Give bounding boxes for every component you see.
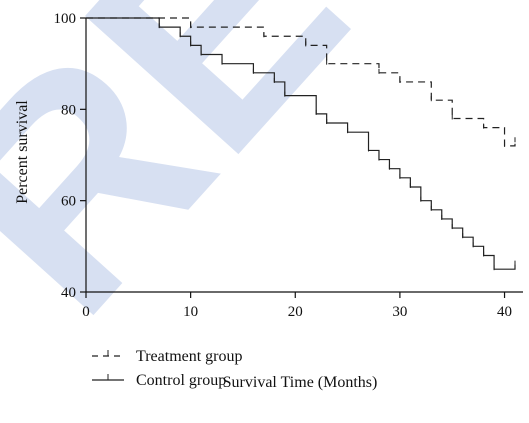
y-tick-label: 60 <box>61 194 76 210</box>
watermark-text: RETRACTED <box>0 0 529 373</box>
axes: 40 60 80 100 0 10 20 30 40 <box>54 11 523 320</box>
x-tick-label: 0 <box>82 304 90 320</box>
x-axis-title: Survival Time (Months) <box>223 374 378 391</box>
y-tick-label: 40 <box>61 285 76 301</box>
x-tick-label: 40 <box>497 304 512 320</box>
legend: Treatment group Control group <box>92 348 243 389</box>
retracted-watermark: RETRACTED <box>0 0 529 373</box>
y-axis-title: Percent survival <box>14 100 31 204</box>
legend-label-1: Control group <box>136 372 226 389</box>
x-tick-label: 10 <box>183 304 198 320</box>
x-tick-label: 30 <box>392 304 407 320</box>
y-tick-label: 80 <box>61 102 76 118</box>
y-tick-label: 100 <box>54 11 77 27</box>
legend-label-0: Treatment group <box>136 348 243 365</box>
series-layer <box>86 17 516 271</box>
x-tick-label: 20 <box>288 304 303 320</box>
